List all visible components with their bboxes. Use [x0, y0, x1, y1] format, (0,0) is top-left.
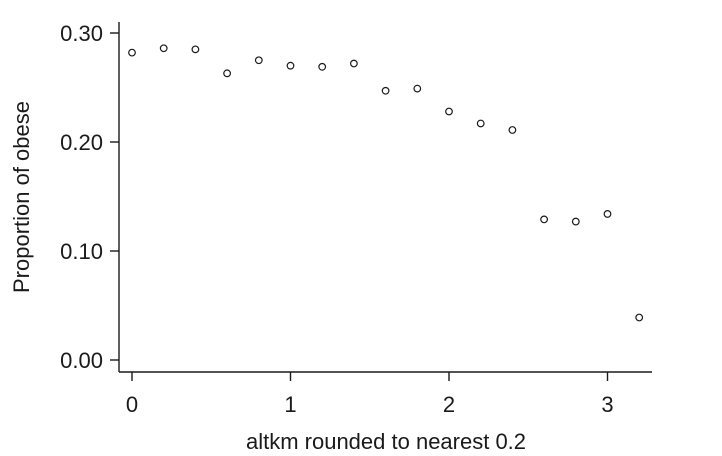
data-point — [445, 107, 453, 116]
x-tick-label: 1 — [284, 392, 296, 417]
data-point — [318, 62, 327, 71]
x-axis-title: altkm rounded to nearest 0.2 — [246, 429, 526, 454]
data-point — [381, 86, 390, 95]
y-tick-label: 0.30 — [60, 21, 103, 46]
data-point — [350, 59, 358, 68]
data-point — [159, 44, 168, 53]
x-axis: 0 1 2 3 — [119, 371, 652, 417]
data-point — [571, 217, 580, 226]
y-axis: 0.00 0.10 0.20 0.30 — [60, 21, 120, 373]
x-tick-label: 3 — [601, 392, 613, 417]
data-point — [540, 215, 548, 224]
data-point — [508, 126, 517, 134]
data-point — [635, 313, 644, 322]
data-point — [254, 56, 263, 65]
data-point — [191, 45, 200, 54]
y-tick-label: 0.00 — [60, 348, 103, 373]
x-tick-label: 2 — [443, 392, 455, 417]
data-point — [128, 48, 136, 57]
y-axis-title: Proportion of obese — [9, 101, 34, 293]
data-point — [413, 84, 422, 93]
y-tick-label: 0.10 — [60, 239, 103, 264]
y-ticks: 0.00 0.10 0.20 0.30 — [60, 21, 119, 373]
data-points — [128, 44, 644, 322]
data-point — [286, 61, 295, 70]
data-point — [476, 119, 485, 128]
y-tick-label: 0.20 — [60, 130, 103, 155]
x-tick-label: 0 — [126, 392, 138, 417]
x-ticks: 0 1 2 3 — [126, 372, 614, 417]
data-point — [603, 210, 612, 218]
data-point — [223, 69, 232, 78]
